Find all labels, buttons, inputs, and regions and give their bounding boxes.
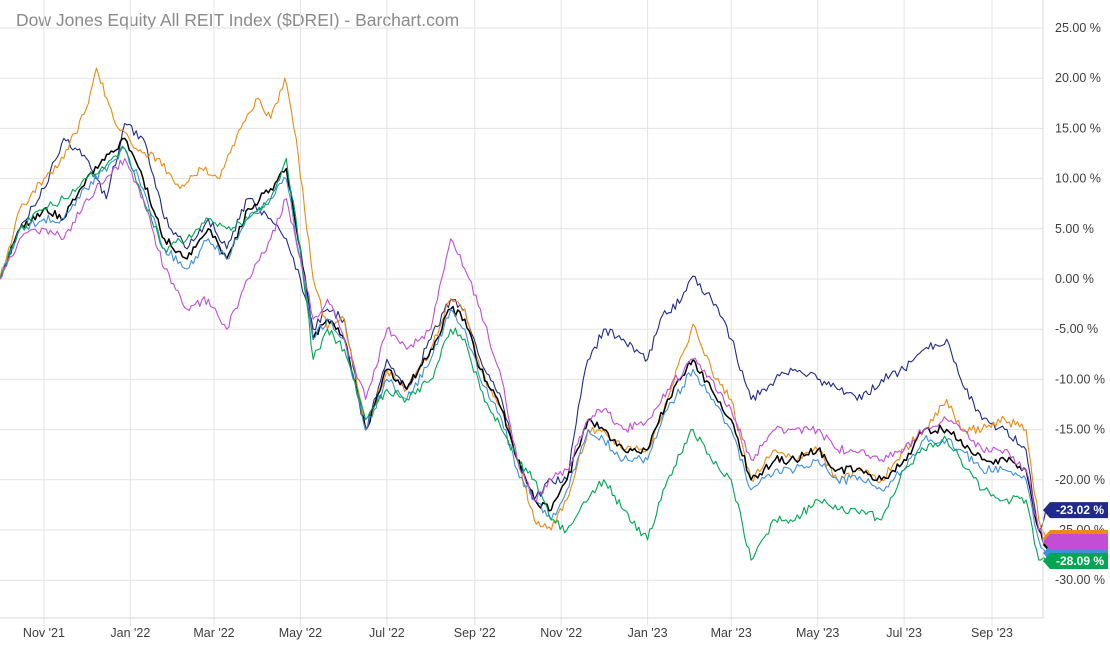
y-tick-label: -5.00 % [1055, 322, 1098, 336]
series-layer [0, 67, 1047, 562]
end-label-layer: -23.02 %-26.50 %-28.09 % [1043, 502, 1108, 570]
x-tick-label: Jan '22 [110, 626, 150, 640]
y-tick-label: 10.00 % [1055, 172, 1101, 186]
x-tick-label: Jul '22 [369, 626, 405, 640]
x-tick-label: Sep '23 [971, 626, 1013, 640]
x-tick-label: Nov '22 [540, 626, 582, 640]
series-line[interactable] [0, 145, 1047, 562]
x-tick-label: Sep '22 [454, 626, 496, 640]
x-tick-label: Mar '22 [193, 626, 234, 640]
y-tick-label: 5.00 % [1055, 222, 1094, 236]
series-line[interactable] [0, 122, 1047, 531]
series-end-flag [1043, 534, 1108, 551]
series-line[interactable] [0, 157, 1047, 543]
x-tick-label: Jul '23 [886, 626, 922, 640]
y-tick-label: -15.00 % [1055, 423, 1105, 437]
x-tick-label: Nov '21 [23, 626, 65, 640]
series-end-label: -23.02 % [1056, 503, 1104, 517]
series-end-flag [1043, 502, 1108, 519]
grid-layer [0, 0, 1043, 626]
y-tick-label: 20.00 % [1055, 71, 1101, 85]
x-tick-label: May '22 [279, 626, 322, 640]
series-line[interactable] [0, 147, 1047, 554]
x-tick-label: May '23 [796, 626, 839, 640]
y-tick-label: 25.00 % [1055, 21, 1101, 35]
chart-title: Dow Jones Equity All REIT Index ($DREI) … [16, 10, 460, 30]
y-tick-label: -20.00 % [1055, 473, 1105, 487]
series-end-label: -28.09 % [1056, 554, 1104, 568]
y-tick-label: -30.00 % [1055, 573, 1105, 587]
y-tick-label: -10.00 % [1055, 372, 1105, 386]
x-tick-label: Mar '23 [711, 626, 752, 640]
y-tick-label: 0.00 % [1055, 272, 1094, 286]
y-tick-label: 15.00 % [1055, 121, 1101, 135]
x-tick-label: Jan '23 [628, 626, 668, 640]
series-end-flag [1043, 553, 1108, 570]
